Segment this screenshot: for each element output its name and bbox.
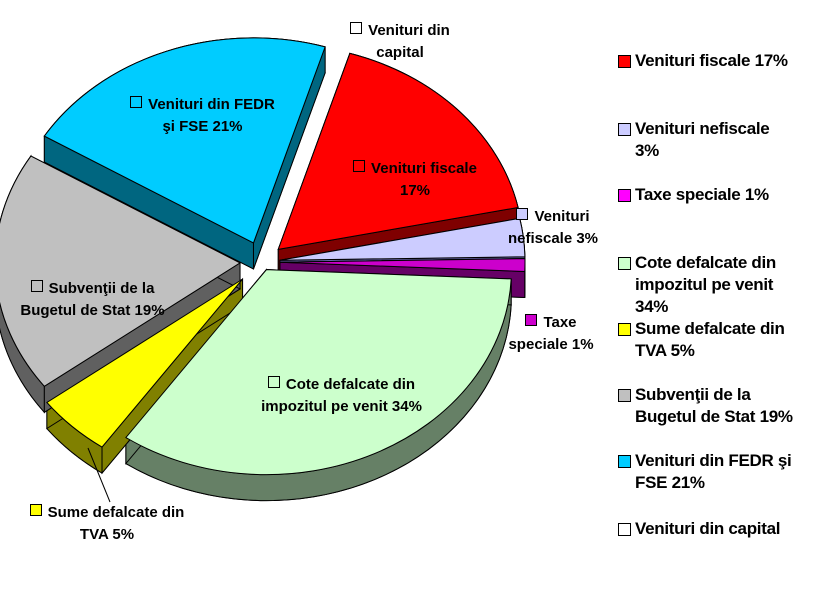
slice-label-venituri-fiscale: Venituri fiscale 17% xyxy=(340,158,490,202)
leader-line xyxy=(87,447,111,503)
slice-label-cote-defalcate: Cote defalcate din impozitul pe venit 34… xyxy=(261,376,422,415)
legend-swatch xyxy=(618,323,631,336)
slice-label-swatch xyxy=(350,22,363,34)
legend-item-taxe-speciale: Taxe speciale 1% xyxy=(618,184,817,206)
slice-label-swatch xyxy=(30,280,43,292)
pie-slice xyxy=(279,258,526,273)
slice-label-venituri-nefiscale: Venituri nefiscale 3% xyxy=(507,208,599,247)
legend-swatch xyxy=(618,123,631,136)
legend-item-cote-defalcate: Cote defalcate din impozitul pe venit 34… xyxy=(618,252,817,318)
legend-swatch xyxy=(618,389,631,402)
slice-label-swatch xyxy=(353,160,366,172)
slice-label-swatch xyxy=(525,314,538,326)
legend-item-sume-defalcate: Sume defalcate din TVA 5% xyxy=(618,318,817,362)
slice-label-taxe-speciale: Taxe speciale 1% xyxy=(508,314,594,353)
legend-item-venituri-fiscale: Venituri fiscale 17% xyxy=(618,50,817,72)
pie-slice xyxy=(43,37,326,244)
slice-label-swatch xyxy=(29,504,42,516)
pie-slice xyxy=(125,269,512,476)
slice-label-sume-defalcate: Sume defalcate din TVA 5% xyxy=(22,502,192,546)
pie-slice xyxy=(277,52,519,251)
slice-label-venituri-capital: Venituri din capital xyxy=(340,20,460,64)
slice-label-fedr-fse: Venituri din FEDR şi FSE 21% xyxy=(125,94,280,138)
slice-label-swatch xyxy=(130,96,143,108)
legend-swatch xyxy=(618,55,631,68)
legend-item-subventii: Subvenţii de la Bugetul de Stat 19% xyxy=(618,384,817,428)
slice-label-subventii: Subvenţii de la Bugetul de Stat 19% xyxy=(20,280,165,319)
legend-item-venituri-nefiscale: Venituri nefiscale 3% xyxy=(618,118,817,162)
legend-swatch xyxy=(618,257,631,270)
legend-swatch xyxy=(618,523,631,536)
slice-label-swatch xyxy=(267,376,280,388)
pie-tops xyxy=(0,37,526,476)
slice-label-swatch xyxy=(516,208,529,220)
legend-item-fedr-fse: Venituri din FEDR şi FSE 21% xyxy=(618,450,817,494)
pie-slice xyxy=(46,278,243,448)
legend-swatch xyxy=(618,455,631,468)
legend-swatch xyxy=(618,189,631,202)
pie-slice xyxy=(0,155,242,387)
legend-item-venituri-capital: Venituri din capital xyxy=(618,518,817,540)
